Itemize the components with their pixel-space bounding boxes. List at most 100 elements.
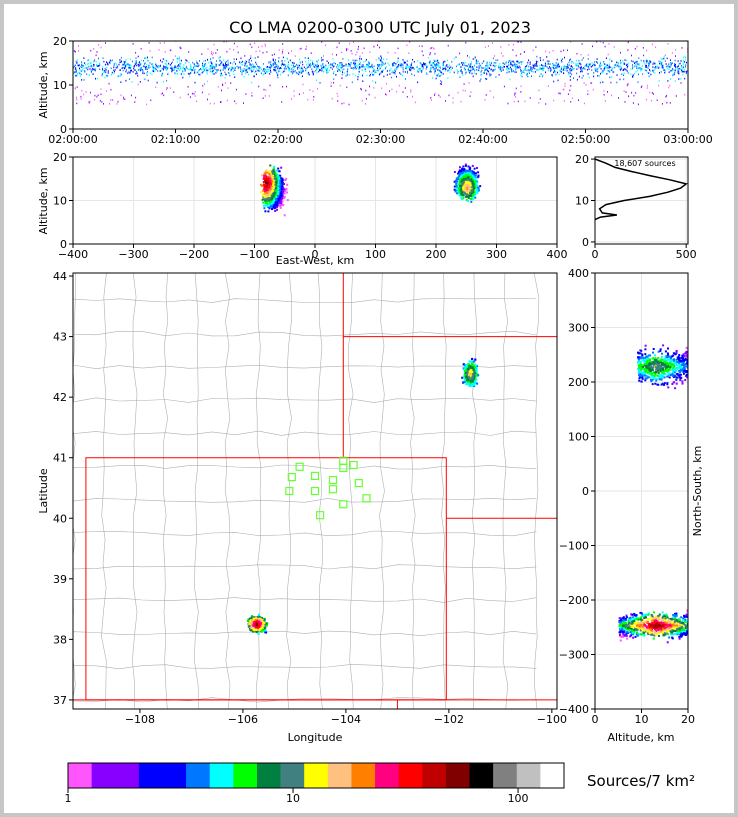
source-cell [472,194,474,197]
source-cell [459,172,462,175]
source-point [128,66,130,69]
source-point [533,63,535,66]
source-point [645,98,647,101]
source-point [512,65,514,67]
source-point [302,70,304,73]
source-point [668,86,670,89]
source-cell [273,177,276,180]
source-point [607,64,608,67]
source-point [634,62,635,64]
source-point [177,65,179,67]
source-point [332,64,333,66]
source-point [346,70,348,73]
source-point [321,41,323,43]
source-point [480,73,482,76]
source-point [250,66,252,68]
source-point [179,69,181,71]
source-point [447,66,449,68]
source-point [554,71,556,74]
source-point [84,71,86,73]
source-point [662,66,664,68]
source-point [397,65,399,68]
source-point [216,63,218,66]
source-cell [282,179,285,182]
source-point [487,45,489,47]
source-point [417,59,419,62]
source-point [634,72,636,75]
source-point [251,81,253,84]
source-point [267,65,268,68]
source-point [670,62,672,65]
source-point [489,62,491,64]
source-point [107,70,109,72]
source-point [277,76,279,79]
source-point [464,73,466,75]
source-point [451,61,453,63]
source-point [528,69,530,71]
source-cell [459,190,462,193]
source-point [648,75,650,78]
source-point [672,73,674,75]
source-point [535,65,537,67]
source-point [515,54,517,57]
source-point [341,77,343,79]
source-point [278,49,280,51]
source-point [359,66,361,69]
source-point [650,73,652,76]
source-point [358,45,359,48]
source-point [215,70,217,73]
source-point [399,63,401,66]
source-point [296,72,298,75]
source-point [135,60,137,63]
source-point [400,63,402,66]
source-point [307,98,309,101]
source-point [305,45,307,48]
source-point [100,93,102,96]
source-point [324,44,326,47]
source-cell [272,167,275,170]
source-point [242,70,244,72]
source-point [380,55,382,57]
source-point [499,68,501,70]
source-point [353,41,355,43]
source-cell [279,205,282,208]
source-point [123,63,125,65]
source-point [312,99,314,101]
source-point [313,66,315,68]
source-point [332,58,334,60]
source-point [73,65,75,68]
source-point [89,100,91,103]
source-point [648,63,650,65]
source-point [264,95,266,97]
source-point [122,69,124,72]
source-point [616,61,618,64]
source-point [226,99,228,102]
source-point [547,62,549,64]
source-point [656,67,658,69]
source-point [130,94,132,97]
source-point [517,60,519,63]
source-point [635,92,637,94]
source-point [447,69,449,72]
source-point [347,68,349,71]
source-point [258,85,260,88]
source-point [289,59,291,62]
source-point [551,75,553,77]
source-point [535,60,537,63]
source-cell [267,184,270,187]
source-point [331,53,333,56]
source-cell [467,170,470,172]
source-point [438,69,440,72]
source-point [626,70,628,72]
source-point [613,71,615,73]
source-point [313,70,315,73]
source-point [379,46,381,49]
source-point [228,67,230,69]
source-point [316,60,318,63]
source-point [198,69,199,72]
source-point [163,94,165,97]
source-point [428,61,430,64]
source-point [142,72,144,74]
source-point [675,95,677,97]
source-point [144,62,146,64]
